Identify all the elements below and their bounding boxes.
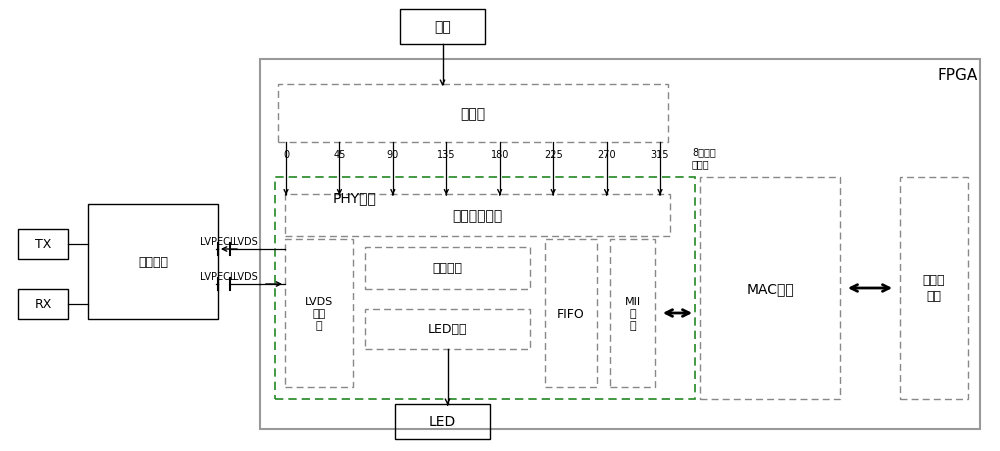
Text: 135: 135: [437, 150, 456, 160]
Text: LED驱动: LED驱动: [428, 323, 467, 336]
Text: LVDS: LVDS: [233, 236, 257, 246]
Text: LVPECL: LVPECL: [200, 272, 236, 281]
Bar: [278, 85, 668, 143]
Text: 90: 90: [387, 150, 399, 160]
Text: LVPECL: LVPECL: [200, 236, 236, 246]
Bar: [285, 239, 353, 387]
Text: 应用层
模块: 应用层 模块: [923, 274, 945, 303]
Text: 225: 225: [544, 150, 563, 160]
Text: 8相位时
钟信号: 8相位时 钟信号: [692, 147, 716, 168]
Bar: [365, 309, 530, 349]
Bar: [395, 404, 490, 439]
Text: MII
接
口: MII 接 口: [624, 296, 641, 331]
Text: 45: 45: [333, 150, 346, 160]
Bar: [260, 60, 980, 429]
Text: 180: 180: [491, 150, 509, 160]
Text: PHY模块: PHY模块: [333, 191, 377, 205]
Text: MAC模块: MAC模块: [746, 281, 794, 295]
Bar: [400, 10, 485, 45]
Bar: [365, 248, 530, 290]
Text: RX: RX: [34, 298, 52, 311]
Text: 数据时钟恢复: 数据时钟恢复: [452, 208, 503, 222]
Text: 光收发器: 光收发器: [138, 255, 168, 268]
Bar: [610, 239, 655, 387]
Text: 0: 0: [283, 150, 289, 160]
Bar: [18, 230, 68, 259]
Bar: [88, 205, 218, 319]
Text: LED: LED: [429, 414, 456, 428]
Text: TX: TX: [35, 238, 51, 251]
Text: LVDS: LVDS: [233, 272, 257, 281]
Bar: [900, 178, 968, 399]
Bar: [545, 239, 597, 387]
Bar: [18, 290, 68, 319]
Bar: [285, 194, 670, 236]
Text: 270: 270: [597, 150, 616, 160]
Text: FPGA: FPGA: [938, 69, 978, 83]
Text: 锁相环: 锁相环: [460, 107, 486, 121]
Bar: [700, 178, 840, 399]
Bar: [275, 178, 695, 399]
Text: 编解码器: 编解码器: [433, 262, 463, 275]
Text: 315: 315: [651, 150, 669, 160]
Text: LVDS
收发
器: LVDS 收发 器: [305, 296, 333, 331]
Text: FIFO: FIFO: [557, 307, 585, 320]
Text: 钟振: 钟振: [434, 20, 451, 34]
